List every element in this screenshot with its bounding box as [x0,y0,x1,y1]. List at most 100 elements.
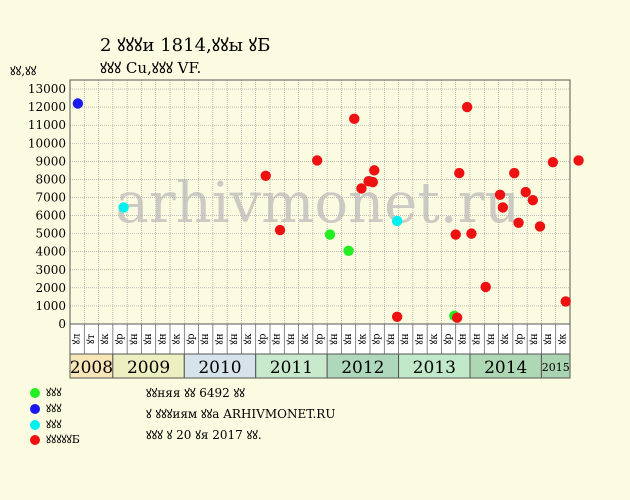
x-tick-label: ꙋр [515,333,526,344]
x-tick-label: ꙋн [472,333,483,345]
y-tick-label: 10000 [28,136,66,150]
data-point [343,245,354,256]
cyan-dot-icon [30,420,40,430]
x-tick-label: ꙋр [115,333,126,344]
data-point [494,189,506,200]
x-tick-label: ꙋн [457,333,468,345]
year-label: 2014 [484,358,527,378]
x-tick-label: ꙋк [557,333,568,345]
x-tick-label: ꙋн [543,333,554,345]
x-tick-label: ꙋн [157,333,168,345]
data-point [118,202,129,213]
data-point [527,194,539,206]
y-tick-label: 9000 [35,154,66,168]
x-tick-label: ꙋр [315,333,326,344]
x-tick-label: ꙋк [300,333,311,345]
data-point [534,221,546,232]
x-tick-label: ꙋн [386,333,397,345]
year-label: 2010 [198,358,241,378]
year-label: 2008 [70,358,113,378]
data-point [513,217,524,228]
data-point [466,228,477,239]
data-point [324,229,336,240]
y-axis-label: ꙋꙋ,ꙋꙋ [10,64,37,78]
x-tick-label: ꙋн [286,333,297,345]
y-tick-label: 12000 [28,100,66,114]
year-band [255,353,328,379]
x-tick-label: ꙋк [357,333,368,345]
x-tick-label: ꙋл [72,333,83,344]
data-point [260,170,271,181]
data-point [311,155,323,166]
year-band [398,353,471,379]
x-tick-label: ꙋк [500,333,511,345]
y-tick-label: 5000 [35,227,66,241]
x-tick-label: ꙋр [257,333,268,344]
green-dot-icon [30,388,40,398]
x-tick-label: ꙋр [186,333,197,344]
y-tick-label: 6000 [35,209,66,223]
year-band [326,353,400,379]
y-tick-label: 0 [58,317,66,331]
blue-dot-icon [30,404,40,414]
x-tick-label: ꙋн [200,333,211,345]
chart-subtitle: ꙋꙋꙋ Cu,ꙋꙋꙋ VF. [100,59,202,77]
x-tick-label: ꙋн [486,333,497,345]
y-tick-label: 11000 [28,118,66,132]
data-point [480,281,491,293]
legend-item-blue: ꙋꙋꙋ [30,401,61,416]
red-dot-icon [30,435,40,445]
y-tick-label: 2000 [35,281,66,295]
data-point [349,113,360,125]
data-point [367,176,379,188]
data-point [72,98,84,109]
info-date: ꙋꙋꙋ ꙋ 20 ꙋя 2017 ꙋꙋ. [146,428,262,442]
x-tick-label: ꙋк [429,333,440,345]
legend-label: ꙋꙋꙋꙋꙋБ [46,433,80,446]
year-band [469,353,542,379]
x-tick-label: ꙋр [443,333,454,344]
data-point [274,224,286,236]
x-tick-label: ꙋн [400,333,411,345]
y-tick-label: 3000 [35,263,66,277]
data-point [369,165,380,176]
x-tick-label: ꙋн [229,333,240,345]
y-tick-label: 1000 [35,299,66,313]
x-tick-label: ꙋн [215,333,226,345]
legend-label: ꙋꙋꙋ [46,402,62,415]
legend-item-green: ꙋꙋꙋ [30,385,61,400]
legend-label: ꙋꙋꙋ [46,418,62,431]
chart-title: 2 ꙋꙋꙋи 1814,ꙋꙋы ꙋБ [100,35,271,56]
legend-item-red: ꙋꙋꙋꙋꙋБ [30,432,80,447]
data-point [560,296,571,307]
data-point [497,202,509,213]
x-tick-label: ꙋн [129,333,140,345]
y-tick-label: 13000 [28,82,66,96]
x-tick-label: ꙋн [343,333,354,345]
info-last-price: ꙋꙋняя ꙋꙋ 6492 ꙋꙋ [146,386,245,400]
x-tick-label: ꙋн [143,333,154,345]
data-point [391,311,403,322]
x-tick-label: ꙋк [243,333,254,345]
year-label: 2012 [341,358,384,378]
data-point [451,312,463,323]
y-tick-label: 4000 [35,245,66,259]
x-tick-label: ꙋк [172,333,183,345]
data-point [573,155,584,166]
year-label: 2013 [413,358,456,378]
x-tick-label: ꙋр [372,333,383,344]
x-tick-label: ꙋн [329,333,340,345]
legend-item-cyan: ꙋꙋꙋ [30,417,61,432]
year-label: 2011 [270,358,313,378]
data-point [547,157,559,168]
x-tick-label: ꙋт [86,333,97,344]
y-tick-label: 8000 [35,172,66,186]
x-tick-label: ꙋн [415,333,426,345]
x-tick-label: ꙋн [529,333,540,345]
watermark: arhivmonet.ru [116,171,521,236]
year-band [69,353,114,379]
price-chart: arhivmonet.ru 0 1000 2000 3000 4000 5000 6000 7… [28,79,584,379]
x-tick-label: ꙋк [100,333,111,345]
data-point [461,101,473,113]
data-point [450,229,461,240]
